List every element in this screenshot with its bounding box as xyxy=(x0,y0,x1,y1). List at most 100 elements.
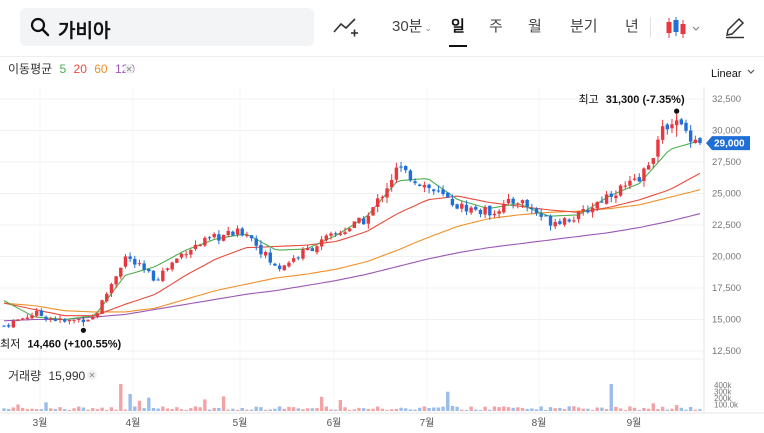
candle-body xyxy=(170,262,174,270)
tab-week[interactable]: 주 xyxy=(489,18,503,35)
candle-body xyxy=(427,184,431,189)
toolbar-divider-line xyxy=(0,56,764,57)
volume-bar xyxy=(114,409,118,411)
period-dropdown[interactable]: 30분 ⌄ xyxy=(392,17,432,38)
volume-bar xyxy=(109,407,114,411)
candle-body xyxy=(291,258,296,262)
candle-body xyxy=(665,124,670,130)
volume-bar xyxy=(590,410,595,411)
volume-bar xyxy=(184,409,188,411)
volume-bar xyxy=(282,408,286,411)
ma-line-5 xyxy=(3,140,701,321)
candlesticks xyxy=(2,114,702,329)
volume-bar xyxy=(371,408,375,411)
candle-body xyxy=(226,230,230,236)
volume-bar xyxy=(460,409,464,411)
candle-body xyxy=(506,198,511,204)
candle-body xyxy=(305,247,310,250)
candle-body xyxy=(404,165,408,171)
candle-body xyxy=(688,130,693,142)
price-tick-label: 15,000 xyxy=(712,315,741,326)
candle-body xyxy=(562,218,567,225)
volume-bar xyxy=(385,410,389,411)
stock-search-box[interactable]: 가비아 xyxy=(20,8,314,46)
volume-bar xyxy=(310,408,314,411)
price-chart[interactable]: 이동평균 5 20 60 120 Linear 32,500 30,000 27,5… xyxy=(0,57,764,433)
candle-body xyxy=(207,237,212,239)
volume-bar xyxy=(506,407,511,411)
volume-bar xyxy=(628,406,632,411)
candle-body xyxy=(333,233,338,235)
volume-bar xyxy=(77,406,81,411)
price-tick-label: 12,500 xyxy=(712,346,741,357)
candle-body xyxy=(497,211,501,214)
close-volume-legend-icon[interactable] xyxy=(87,370,97,380)
volume-bar xyxy=(39,409,44,411)
pencil-icon[interactable] xyxy=(722,16,748,40)
candle-body xyxy=(198,244,202,246)
candle-body xyxy=(67,319,72,322)
volume-bar xyxy=(670,408,674,411)
volume-bar xyxy=(600,407,604,411)
candle-body xyxy=(137,263,142,265)
tab-month[interactable]: 월 xyxy=(528,18,542,35)
volume-bar xyxy=(2,408,6,411)
scale-mode-label[interactable]: Linear xyxy=(711,68,742,80)
candle-body xyxy=(502,203,506,213)
high-value: 31,300 (-7.35%) xyxy=(606,94,685,106)
volume-bar xyxy=(548,407,553,411)
candle-body xyxy=(520,200,525,204)
close-legend-icon[interactable] xyxy=(124,64,134,74)
volume-bar xyxy=(240,408,244,411)
volume-bar xyxy=(53,408,58,411)
volume-bar xyxy=(478,410,483,411)
candle-body xyxy=(642,168,646,181)
volume-bar xyxy=(16,404,20,411)
volume-bar xyxy=(375,406,380,411)
volume-bar xyxy=(674,405,679,411)
volume-bar xyxy=(58,407,62,411)
candle-body xyxy=(249,235,254,239)
candle-body xyxy=(544,215,548,217)
candle-body xyxy=(128,256,132,259)
candlestick-type-icon[interactable] xyxy=(664,16,704,40)
chevron-down-icon: ⌄ xyxy=(424,23,433,33)
volume-bar xyxy=(151,407,156,411)
volume-bar xyxy=(366,408,371,411)
candle-body xyxy=(590,207,595,213)
volume-tick-label: 200k xyxy=(714,394,732,403)
candle-body xyxy=(628,180,632,186)
candle-body xyxy=(20,318,25,320)
volume-bar xyxy=(502,406,506,411)
volume-bar xyxy=(446,391,450,411)
volume-bar xyxy=(231,408,235,411)
volume-bar xyxy=(198,407,202,411)
candle-body xyxy=(259,244,263,255)
candle-body xyxy=(109,284,114,294)
month-label: 3월 xyxy=(33,417,48,429)
volume-bar xyxy=(516,407,520,411)
candle-body xyxy=(469,207,473,213)
volume-bar xyxy=(436,407,441,411)
candle-body xyxy=(25,317,30,320)
candle-body xyxy=(91,317,95,320)
volume-bar xyxy=(119,383,123,411)
candle-body xyxy=(408,170,413,181)
candle-body xyxy=(534,208,539,214)
tab-year[interactable]: 년 xyxy=(625,18,639,35)
volume-label: 거래량 xyxy=(8,369,41,383)
candle-body xyxy=(586,210,590,213)
candle-body xyxy=(296,257,300,259)
tab-day[interactable]: 일 xyxy=(449,18,467,47)
ma-legend-5: 5 xyxy=(60,62,67,76)
volume-bar xyxy=(81,407,86,411)
volume-bar xyxy=(49,408,53,411)
candle-body xyxy=(263,251,268,256)
volume-bar xyxy=(268,409,272,411)
candle-body xyxy=(268,252,272,263)
chevron-down-icon[interactable] xyxy=(747,69,755,74)
volume-bar xyxy=(380,408,385,411)
tab-quarter[interactable]: 분기 xyxy=(570,18,598,35)
draw-trendline-icon[interactable] xyxy=(333,16,359,40)
candle-body xyxy=(600,201,604,203)
